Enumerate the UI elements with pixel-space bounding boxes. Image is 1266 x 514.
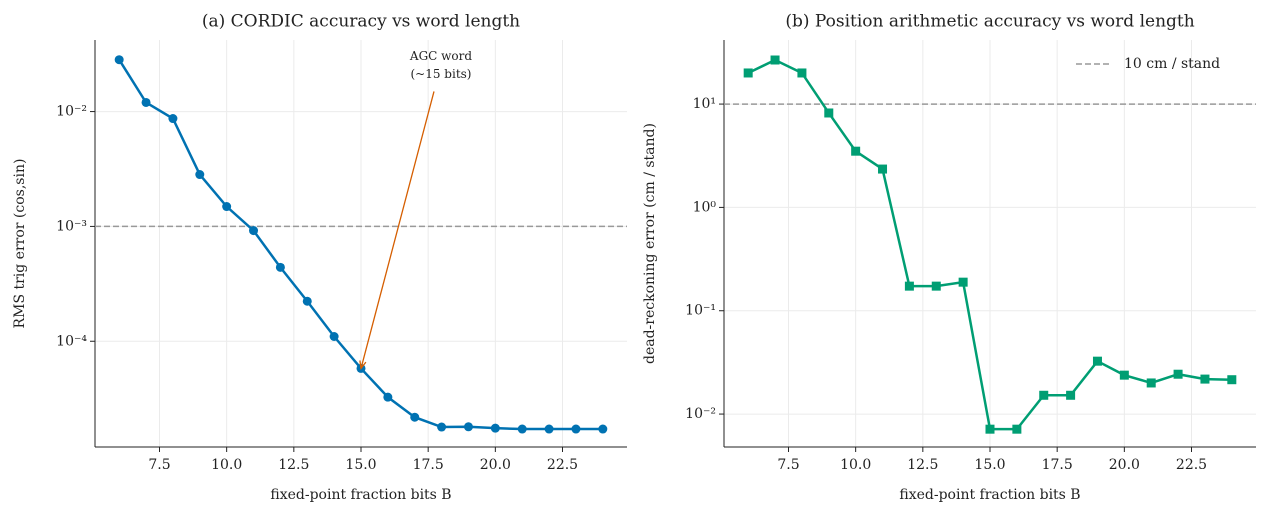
x-tick-label: 7.5 — [777, 457, 799, 473]
data-point — [437, 422, 447, 432]
x-tick-label: 12.5 — [907, 457, 938, 473]
data-point — [1227, 375, 1237, 385]
annotation-text: (~15 bits) — [410, 67, 471, 81]
data-point — [985, 424, 995, 434]
chart-title: (b) Position arithmetic accuracy vs word… — [785, 12, 1194, 32]
data-point — [329, 331, 339, 341]
x-tick-label: 17.5 — [1042, 457, 1073, 473]
data-point — [544, 424, 554, 434]
data-point — [1200, 374, 1210, 384]
data-point — [302, 296, 312, 306]
data-point — [517, 424, 527, 434]
arrow-head — [359, 360, 367, 371]
data-point — [1146, 378, 1156, 388]
data-point — [904, 281, 914, 291]
y-tick-label: 10⁻³ — [56, 218, 87, 234]
x-tick-label: 22.5 — [547, 457, 578, 473]
data-point — [958, 277, 968, 287]
data-point — [1173, 369, 1183, 379]
data-point — [1066, 390, 1076, 400]
x-axis-label: fixed-point fraction bits B — [270, 487, 451, 503]
x-tick-label: 15.0 — [345, 457, 376, 473]
data-point — [851, 146, 861, 156]
data-point — [824, 108, 834, 118]
x-tick-label: 20.0 — [1109, 457, 1140, 473]
chart-title: (a) CORDIC accuracy vs word length — [202, 12, 520, 32]
data-point — [1012, 424, 1022, 434]
data-point — [410, 412, 420, 422]
data-point — [141, 97, 151, 107]
data-point — [1119, 370, 1129, 380]
data-point — [195, 170, 205, 180]
data-point — [1039, 390, 1049, 400]
x-tick-label: 22.5 — [1176, 457, 1207, 473]
data-point — [931, 281, 941, 291]
data-point — [598, 424, 608, 434]
data-point — [1092, 356, 1102, 366]
y-tick-label: 10⁻¹ — [685, 303, 716, 319]
x-tick-label: 17.5 — [413, 457, 444, 473]
legend-label: 10 cm / stand — [1124, 56, 1220, 72]
y-tick-label: 10⁰ — [693, 199, 717, 215]
x-tick-label: 7.5 — [148, 457, 170, 473]
data-point — [249, 226, 259, 236]
data-point — [743, 68, 753, 78]
y-tick-label: 10⁻⁴ — [56, 333, 87, 349]
y-tick-label: 10¹ — [693, 96, 716, 112]
data-point — [222, 202, 232, 212]
panel: (b) Position arithmetic accuracy vs word… — [642, 12, 1256, 503]
annotation-text: AGC word — [409, 49, 472, 63]
y-tick-label: 10⁻² — [685, 406, 716, 422]
data-point — [770, 55, 780, 65]
y-tick-label: 10⁻² — [56, 104, 87, 120]
data-point — [114, 55, 124, 65]
data-point — [463, 422, 473, 432]
data-point — [275, 262, 285, 272]
annotation-arrow — [360, 91, 435, 369]
x-tick-label: 12.5 — [278, 457, 309, 473]
y-axis-label: dead-reckoning error (cm / stand) — [642, 123, 658, 364]
panel: (a) CORDIC accuracy vs word length 7.5 10.… — [12, 12, 627, 503]
x-tick-label: 15.0 — [974, 457, 1005, 473]
data-point — [490, 423, 500, 433]
x-axis-label: fixed-point fraction bits B — [899, 487, 1080, 503]
x-tick-label: 10.0 — [211, 457, 242, 473]
data-point — [878, 164, 888, 174]
data-point — [383, 392, 393, 402]
y-axis-label: RMS trig error (cos,sin) — [12, 159, 28, 329]
data-point — [168, 114, 178, 124]
x-tick-label: 10.0 — [840, 457, 871, 473]
data-point — [797, 68, 807, 78]
data-point — [571, 424, 581, 434]
x-tick-label: 20.0 — [480, 457, 511, 473]
